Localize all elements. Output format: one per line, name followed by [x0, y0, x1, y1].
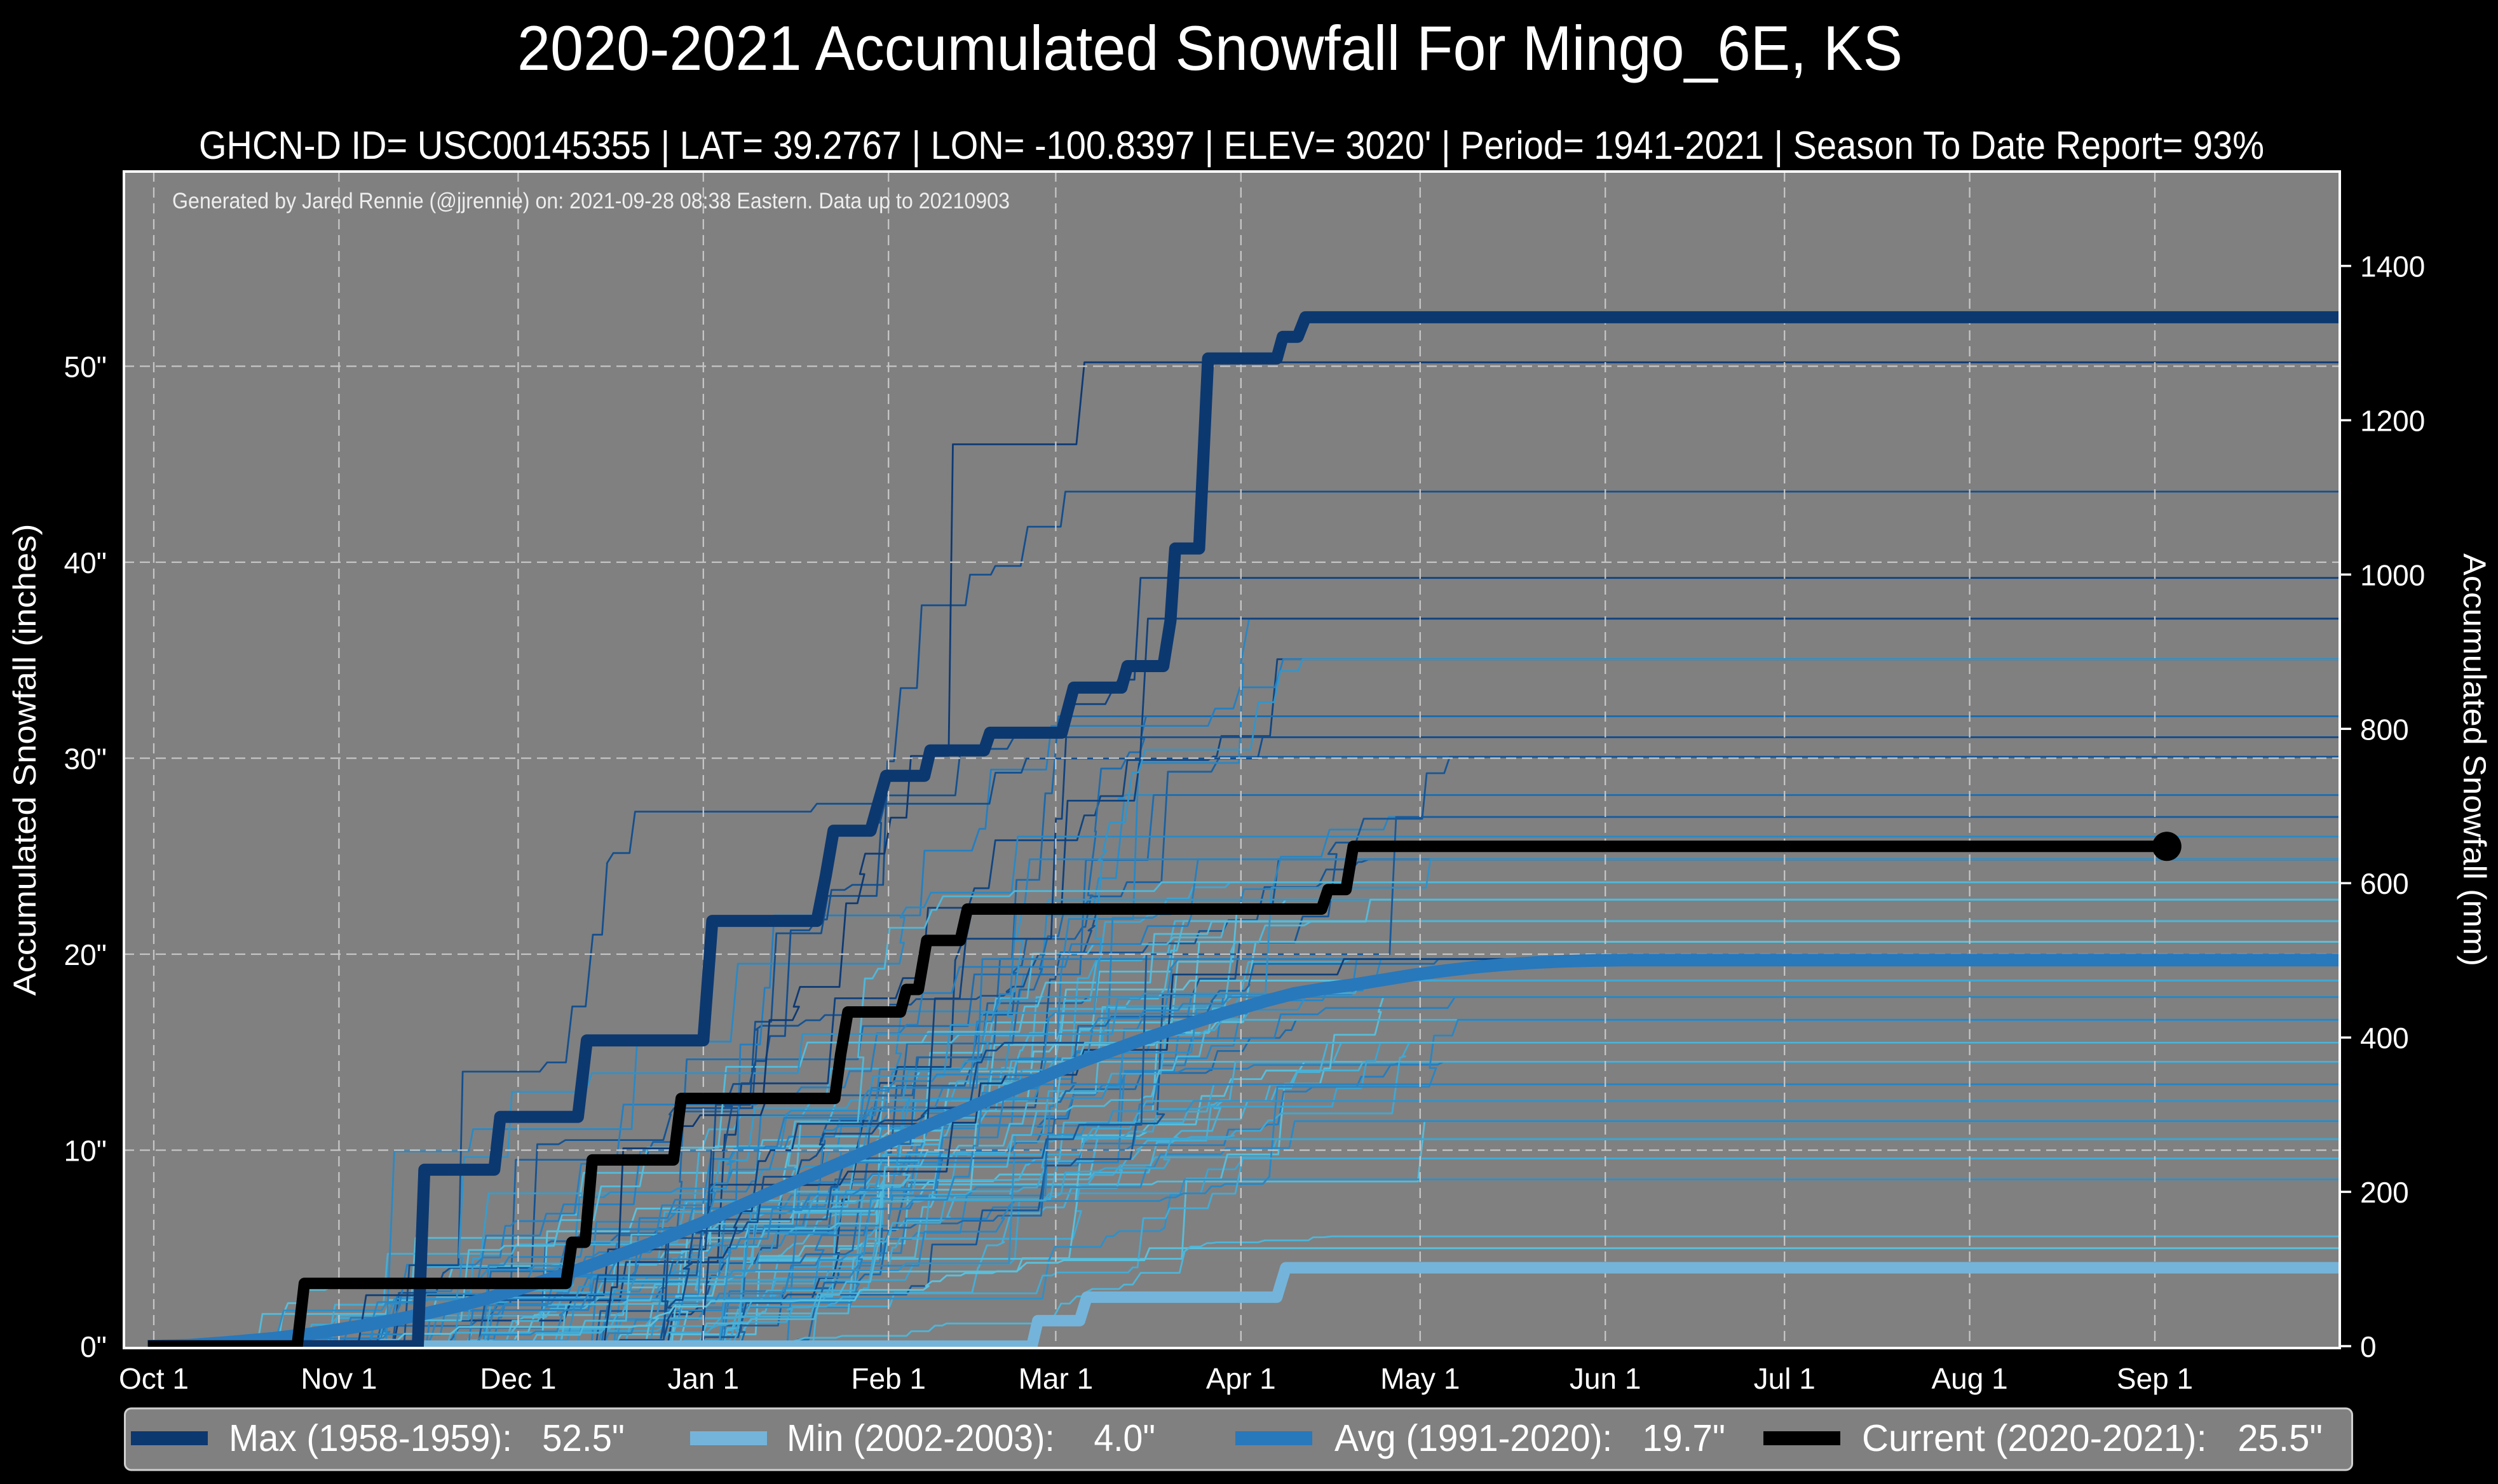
svg-text:May 1: May 1	[1380, 1362, 1460, 1395]
svg-text:Mar 1: Mar 1	[1019, 1362, 1094, 1395]
svg-text:0": 0"	[80, 1330, 107, 1363]
svg-text:Dec 1: Dec 1	[480, 1362, 556, 1395]
svg-text:Min (2002-2003): 4.0": Min (2002-2003): 4.0"	[787, 1417, 1155, 1459]
svg-text:Current (2020-2021): 25.5": Current (2020-2021): 25.5"	[1862, 1417, 2323, 1459]
svg-text:Avg (1991-2020): 19.7": Avg (1991-2020): 19.7"	[1334, 1417, 1725, 1459]
svg-text:1200: 1200	[2360, 405, 2425, 438]
svg-text:GHCN-D ID= USC00145355 | LAT=: GHCN-D ID= USC00145355 | LAT= 39.2767 | …	[199, 124, 2264, 168]
svg-text:20": 20"	[64, 938, 107, 971]
svg-text:Accumulated Snowfall (mm): Accumulated Snowfall (mm)	[2457, 553, 2492, 966]
svg-text:50": 50"	[64, 351, 107, 384]
svg-text:Max (1958-1959): 52.5": Max (1958-1959): 52.5"	[229, 1417, 625, 1459]
svg-text:Oct 1: Oct 1	[119, 1362, 189, 1395]
svg-text:Jan 1: Jan 1	[668, 1362, 740, 1395]
svg-text:30": 30"	[64, 743, 107, 776]
svg-text:Feb 1: Feb 1	[851, 1362, 926, 1395]
svg-text:Jun 1: Jun 1	[1570, 1362, 1641, 1395]
svg-text:0: 0	[2360, 1330, 2377, 1363]
svg-text:2020-2021 Accumulated Snowfall: 2020-2021 Accumulated Snowfall For Mingo…	[517, 13, 1903, 83]
svg-text:Jul 1: Jul 1	[1754, 1362, 1816, 1395]
svg-text:1400: 1400	[2360, 250, 2425, 283]
svg-text:400: 400	[2360, 1022, 2409, 1055]
svg-text:40": 40"	[64, 546, 107, 579]
svg-text:Aug 1: Aug 1	[1931, 1362, 2007, 1395]
svg-text:200: 200	[2360, 1176, 2409, 1209]
svg-text:Nov 1: Nov 1	[301, 1362, 377, 1395]
svg-text:800: 800	[2360, 713, 2409, 746]
svg-text:Sep 1: Sep 1	[2117, 1362, 2193, 1395]
svg-text:Accumulated Snowfall (inches): Accumulated Snowfall (inches)	[7, 524, 43, 996]
svg-text:1000: 1000	[2360, 558, 2425, 591]
svg-text:10": 10"	[64, 1135, 107, 1168]
svg-text:Generated by Jared Rennie (@jj: Generated by Jared Rennie (@jjrennie) on…	[172, 189, 1010, 213]
svg-text:Apr 1: Apr 1	[1206, 1362, 1276, 1395]
svg-text:600: 600	[2360, 867, 2409, 900]
